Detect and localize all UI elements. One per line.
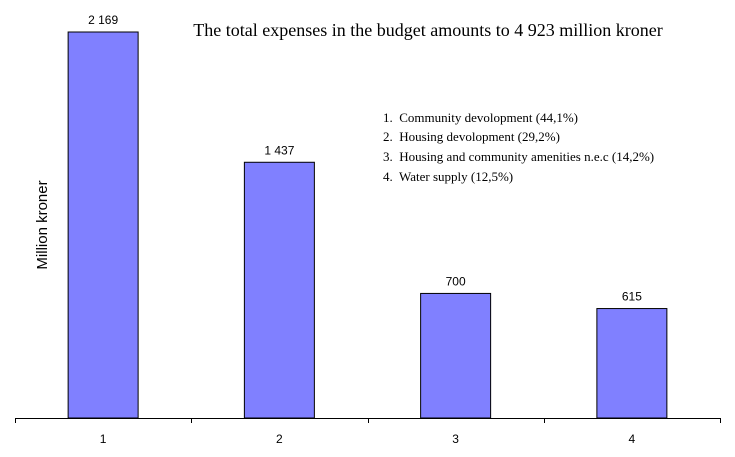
bars-group: 2 169 1 437 700 615 bbox=[67, 13, 668, 419]
x-tick-label: 4 bbox=[629, 432, 636, 446]
x-tick-label: 3 bbox=[452, 432, 459, 446]
legend-entry: 4. Water supply (12,5%) bbox=[383, 169, 513, 184]
legend-entry: 2. Housing devolopment (29,2%) bbox=[383, 129, 560, 144]
data-label: 615 bbox=[622, 290, 642, 304]
legend-entry: 3. Housing and community amenities n.e.c… bbox=[383, 149, 654, 164]
x-axis: 1 2 3 4 bbox=[15, 418, 721, 446]
bar-2 bbox=[243, 161, 315, 419]
bar-4 bbox=[596, 308, 668, 419]
bar-3 bbox=[420, 292, 492, 419]
bar-1 bbox=[67, 31, 139, 419]
legend-entry: 1. Community devolopment (44,1%) bbox=[383, 110, 578, 125]
chart-title: The total expenses in the budget amounts… bbox=[193, 20, 662, 40]
data-label: 700 bbox=[446, 274, 466, 288]
data-label: 1 437 bbox=[264, 143, 294, 157]
y-axis-label: Million kroner bbox=[34, 180, 51, 269]
legend: 1. Community devolopment (44,1%) 2. Hous… bbox=[383, 110, 654, 184]
x-tick-label: 2 bbox=[276, 432, 283, 446]
data-label: 2 169 bbox=[88, 13, 118, 27]
x-tick-label: 1 bbox=[100, 432, 107, 446]
